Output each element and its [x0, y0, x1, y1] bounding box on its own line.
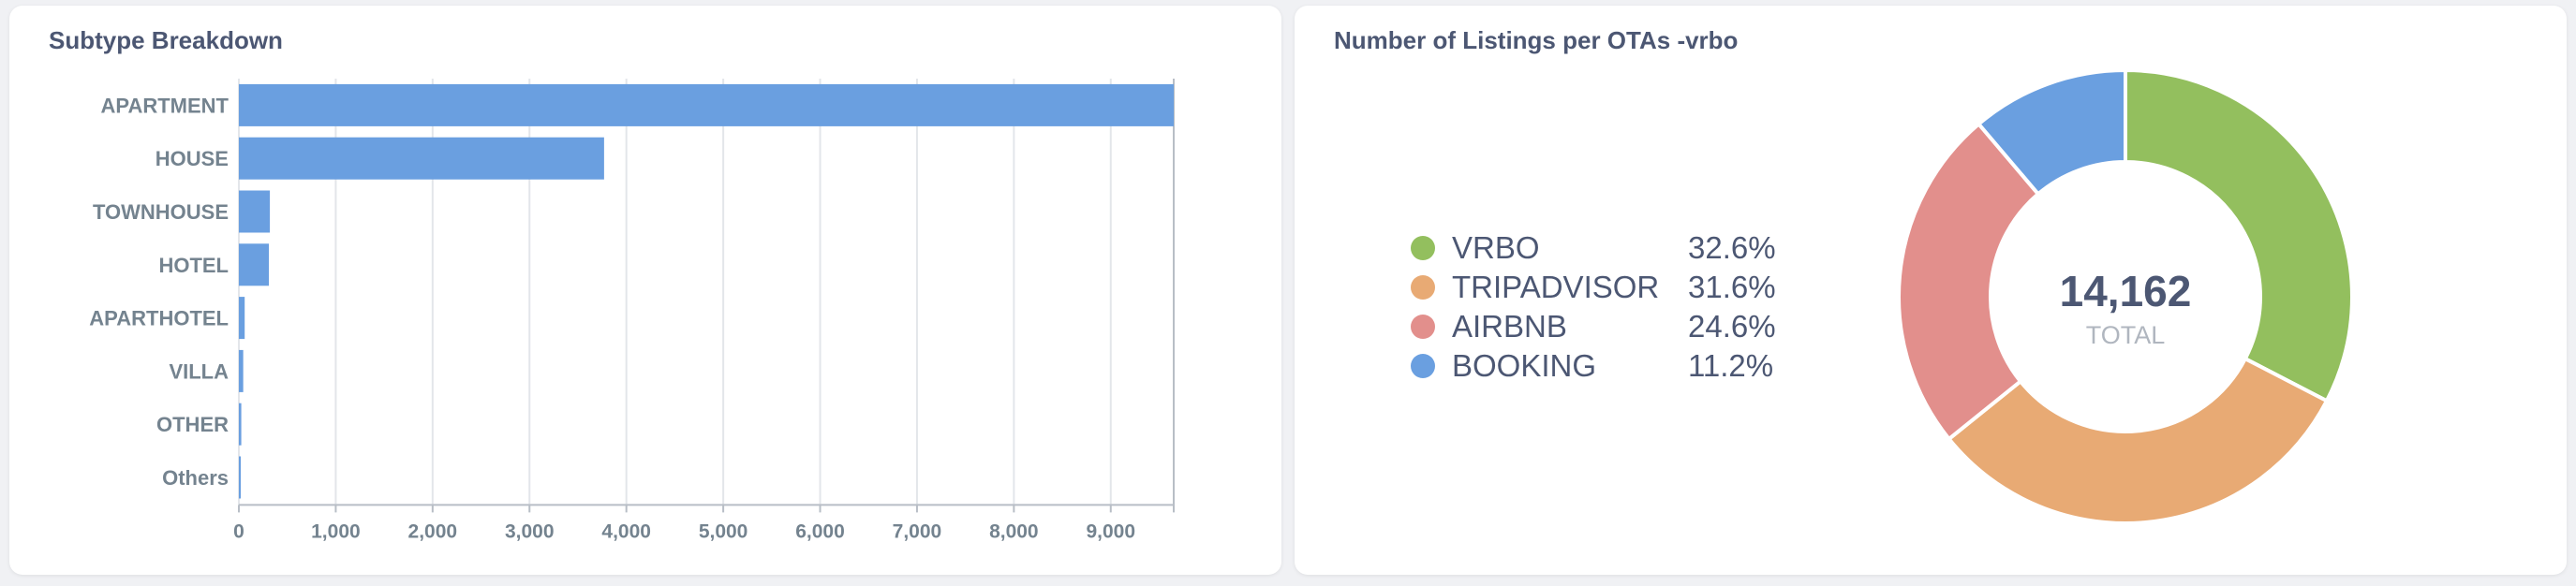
- legend-label: VRBO: [1452, 230, 1540, 265]
- bar-hotel[interactable]: [239, 243, 270, 286]
- category-label: APARTHOTEL: [89, 307, 229, 330]
- category-label: TOWNHOUSE: [93, 200, 229, 224]
- legend-item-vrbo[interactable]: VRBO 32.6%: [1411, 228, 1776, 268]
- subtype-bar-chart: 0 1,000 2,000 3,000 4,000 5,000 6,000 7,000 8,00…: [89, 79, 1175, 542]
- bar-townhouse[interactable]: [239, 190, 271, 233]
- legend-item-booking[interactable]: BOOKING 11.2%: [1411, 346, 1776, 386]
- legend-percent: 32.6%: [1688, 230, 1776, 265]
- legend-item-tripadvisor[interactable]: TRIPADVISOR 31.6%: [1411, 268, 1776, 307]
- legend-label: TRIPADVISOR: [1452, 270, 1660, 304]
- x-tick-label: 2,000: [408, 520, 458, 542]
- legend-percent: 11.2%: [1688, 348, 1774, 383]
- legend-item-airbnb[interactable]: AIRBNB 24.6%: [1411, 307, 1776, 346]
- category-label: OTHER: [156, 413, 229, 436]
- bar-aparthotel[interactable]: [239, 297, 245, 340]
- x-tick-label: 3,000: [505, 520, 555, 542]
- x-tick-label: 1,000: [311, 520, 361, 542]
- x-tick-label: 8,000: [989, 520, 1039, 542]
- x-tick-label: 5,000: [699, 520, 748, 542]
- bar-other[interactable]: [239, 403, 242, 446]
- bar-apartment[interactable]: [239, 83, 1174, 126]
- legend-percent: 24.6%: [1688, 309, 1776, 344]
- x-tick-label: 9,000: [1086, 520, 1135, 542]
- slice-tripadvisor[interactable]: [1946, 356, 2330, 525]
- subtype-breakdown-card: Subtype Breakdown 0 1,000 2,000 3,000 4,000 5…: [9, 6, 1281, 575]
- donut-total-label: TOTAL: [2086, 321, 2166, 349]
- listings-per-ota-title: Number of Listings per OTAs -vrbo: [1334, 26, 1739, 54]
- category-label: VILLA: [169, 359, 229, 383]
- legend-dot: [1411, 275, 1435, 300]
- bar-villa[interactable]: [239, 349, 244, 392]
- x-tick-label: 0: [233, 520, 244, 542]
- subtype-breakdown-title: Subtype Breakdown: [49, 26, 283, 54]
- legend-label: BOOKING: [1452, 348, 1597, 383]
- legend-percent: 31.6%: [1688, 270, 1776, 304]
- legend-dot: [1411, 236, 1435, 260]
- listings-per-ota-card: Number of Listings per OTAs -vrbo VRBO 32…: [1295, 6, 2567, 575]
- donut-total-value: 14,162: [2060, 267, 2192, 315]
- x-tick-label: 6,000: [795, 520, 845, 542]
- category-label: APARTMENT: [101, 94, 229, 117]
- legend-dot: [1411, 315, 1435, 339]
- category-label: HOUSE: [155, 147, 229, 170]
- slice-airbnb[interactable]: [1897, 121, 2041, 442]
- category-label: Others: [162, 466, 229, 490]
- x-tick-label: 7,000: [893, 520, 942, 542]
- category-label: HOTEL: [158, 254, 229, 277]
- bar-others[interactable]: [239, 456, 242, 499]
- legend-dot: [1411, 354, 1435, 378]
- x-tick-label: 4,000: [601, 520, 651, 542]
- bar-house[interactable]: [239, 137, 604, 180]
- slice-vrbo[interactable]: [2124, 67, 2354, 403]
- slice-booking[interactable]: [1976, 67, 2127, 198]
- ota-donut-chart: 14,162 TOTAL: [1897, 67, 2354, 525]
- donut-legend: VRBO 32.6% TRIPADVISOR 31.6% AIRBNB 24.6% BOOK…: [1411, 228, 1776, 386]
- legend-label: AIRBNB: [1452, 309, 1567, 344]
